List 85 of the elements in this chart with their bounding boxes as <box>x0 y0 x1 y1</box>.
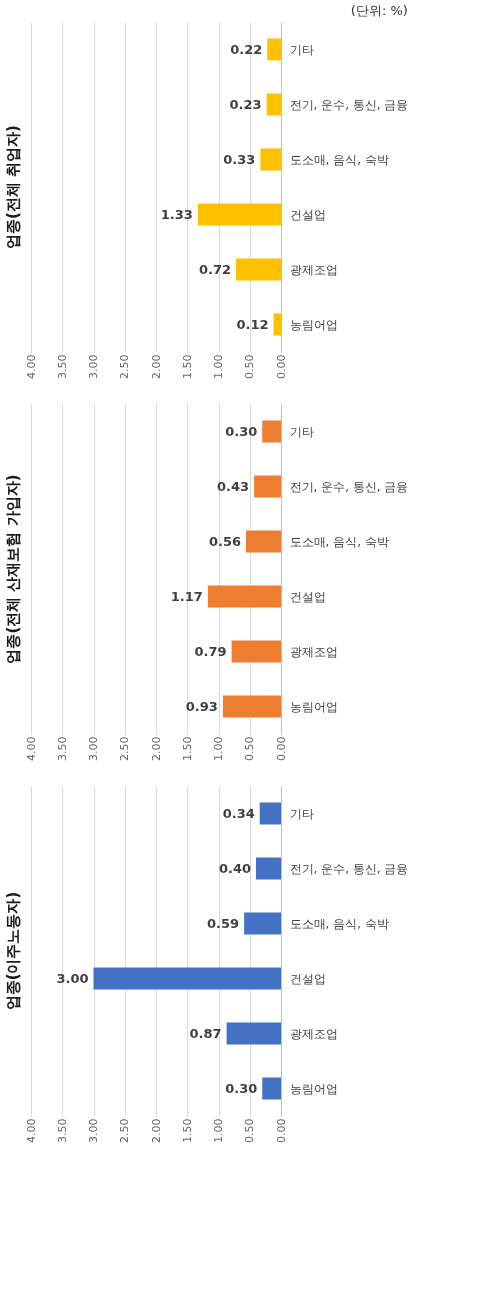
x-tick-label: 4.00 <box>24 354 38 379</box>
data-label: 0.30 <box>225 423 258 439</box>
y-tick-label: 기타 <box>289 424 314 439</box>
x-tick-label: 0.50 <box>243 354 257 379</box>
bar <box>222 695 281 718</box>
data-label: 0.59 <box>207 915 240 931</box>
x-tick-label: 2.50 <box>118 354 132 379</box>
y-tick-label: 광제조업 <box>289 1026 338 1041</box>
x-tick-label: 0.00 <box>274 1118 288 1143</box>
x-tick-label: 4.00 <box>24 736 38 761</box>
y-tick-label: 광제조업 <box>289 644 338 659</box>
y-tick-label: 광제조업 <box>289 262 338 277</box>
data-label: 0.33 <box>223 151 256 167</box>
x-tick-label: 1.50 <box>180 736 194 761</box>
y-tick-label: 기타 <box>289 806 314 821</box>
y-tick-label: 도소매, 음식, 숙박 <box>289 916 389 931</box>
data-label: 0.93 <box>185 698 218 714</box>
bar <box>231 640 281 663</box>
bar <box>207 585 281 608</box>
data-label: 0.30 <box>225 1080 258 1096</box>
x-tick-label: 3.00 <box>87 354 100 379</box>
bar <box>256 857 281 880</box>
text: 업종(전체 산재보험 가입자) <box>4 474 22 664</box>
y-tick-label: 도소매, 음식, 숙박 <box>289 534 389 549</box>
data-label: 0.40 <box>218 860 251 876</box>
data-label: 0.87 <box>189 1025 222 1041</box>
data-label: 1.33 <box>160 206 193 222</box>
data-label: 0.22 <box>230 41 263 57</box>
x-tick-label: 4.00 <box>24 1118 38 1143</box>
bar <box>93 967 281 990</box>
y-tick-label: 농림어업 <box>289 699 338 714</box>
bar <box>246 530 281 553</box>
x-tick-label: 1.00 <box>212 354 225 379</box>
x-tick-label: 1.50 <box>180 354 194 379</box>
x-tick-label: 2.00 <box>149 1118 163 1143</box>
bar <box>254 475 281 498</box>
x-tick-label: 2.50 <box>118 1118 132 1143</box>
x-tick-label: 3.50 <box>55 736 69 761</box>
y-tick-label: 농림어업 <box>289 317 338 332</box>
x-tick-label: 0.50 <box>243 736 257 761</box>
x-tick-label: 0.00 <box>274 354 288 379</box>
text: (단위: %) <box>350 3 408 18</box>
bar <box>262 1077 281 1100</box>
bar <box>236 258 281 281</box>
bar <box>266 93 281 116</box>
y-tick-label: 전기, 운수, 통신, 금융 <box>289 861 409 876</box>
bar <box>244 912 281 935</box>
data-label: 0.12 <box>236 316 269 332</box>
data-label: 1.17 <box>170 588 203 604</box>
bar <box>226 1022 281 1045</box>
y-tick-label: 기타 <box>289 42 314 57</box>
data-label: 0.23 <box>229 96 262 112</box>
y-tick-label: 건설업 <box>289 207 326 222</box>
y-tick-label: 전기, 운수, 통신, 금융 <box>289 479 409 494</box>
x-tick-label: 1.50 <box>180 1118 194 1143</box>
x-tick-label: 2.00 <box>149 736 163 761</box>
bar <box>262 420 281 443</box>
bar <box>273 313 281 336</box>
x-tick-label: 1.00 <box>212 1118 225 1143</box>
y-tick-label: 건설업 <box>289 971 326 986</box>
data-label: 0.56 <box>208 533 241 549</box>
x-tick-label: 0.00 <box>274 736 288 761</box>
bar <box>260 148 281 171</box>
x-tick-label: 3.50 <box>55 1118 69 1143</box>
x-tick-label: 3.00 <box>87 1118 100 1143</box>
bar <box>259 802 281 825</box>
x-tick-label: 2.00 <box>149 354 163 379</box>
text: 업종(전체 취업자) <box>4 125 22 249</box>
y-tick-label: 도소매, 음식, 숙박 <box>289 152 389 167</box>
data-label: 0.72 <box>198 261 231 277</box>
text: 업종(이주노동자) <box>4 891 22 1011</box>
x-tick-label: 0.50 <box>243 1118 257 1143</box>
y-tick-label: 전기, 운수, 통신, 금융 <box>289 97 409 112</box>
y-tick-label: 농림어업 <box>289 1081 338 1096</box>
y-tick-label: 건설업 <box>289 589 326 604</box>
x-tick-label: 3.50 <box>55 354 69 379</box>
data-label: 3.00 <box>56 970 89 986</box>
data-label: 0.79 <box>194 643 227 659</box>
bar <box>267 38 281 61</box>
x-tick-label: 3.00 <box>87 736 100 761</box>
bar <box>197 203 281 226</box>
x-tick-label: 2.50 <box>118 736 132 761</box>
x-tick-label: 1.00 <box>212 736 225 761</box>
data-label: 0.34 <box>222 805 255 821</box>
data-label: 0.43 <box>217 478 250 494</box>
